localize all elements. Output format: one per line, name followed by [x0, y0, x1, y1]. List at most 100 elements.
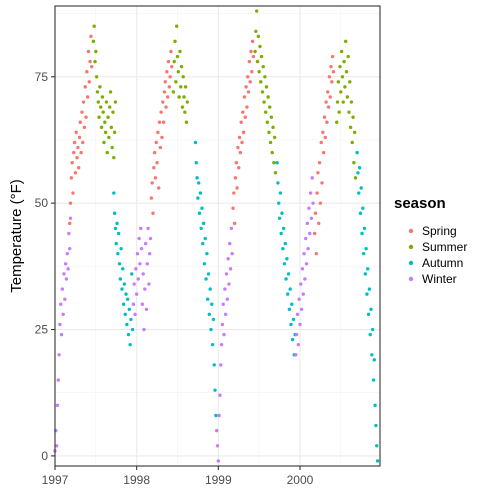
data-point: [280, 211, 284, 215]
data-point: [116, 231, 121, 236]
data-point: [71, 191, 75, 195]
data-point: [372, 358, 376, 362]
data-point: [361, 206, 365, 210]
data-point: [246, 90, 251, 94]
data-point: [357, 166, 362, 170]
y-tick-label: 25: [35, 323, 49, 337]
data-point: [272, 135, 277, 140]
data-point: [237, 166, 241, 170]
data-point: [267, 130, 271, 135]
data-point: [299, 282, 303, 286]
data-point: [77, 135, 82, 140]
data-point: [326, 105, 331, 109]
data-point: [331, 70, 336, 74]
series-autumn: [112, 140, 380, 463]
data-point: [272, 161, 276, 165]
data-point: [59, 332, 64, 337]
data-point: [339, 90, 343, 94]
data-point: [176, 70, 180, 74]
data-point: [101, 110, 105, 114]
legend: season Spring Summer Autumn Winter: [394, 195, 467, 286]
data-point: [193, 140, 198, 145]
data-point: [311, 201, 315, 205]
data-point: [285, 257, 289, 261]
data-point: [281, 226, 286, 231]
data-point: [215, 444, 220, 448]
legend-label: Autumn: [422, 256, 463, 270]
data-point: [347, 110, 351, 114]
data-point: [324, 100, 328, 104]
data-point: [174, 80, 178, 84]
data-point: [303, 236, 308, 241]
data-point: [236, 145, 240, 150]
data-point: [349, 100, 354, 104]
data-point: [220, 322, 225, 327]
data-point: [343, 85, 347, 89]
data-point: [124, 292, 128, 296]
x-tick-label: 1999: [205, 473, 232, 487]
data-point: [295, 332, 299, 337]
data-point: [116, 251, 120, 256]
data-point: [58, 322, 62, 327]
data-point: [143, 241, 148, 246]
data-point: [75, 155, 79, 160]
data-point: [240, 140, 244, 145]
data-point: [306, 246, 310, 251]
data-point: [268, 105, 272, 109]
legend-item-autumn: Autumn: [408, 256, 463, 270]
data-point: [352, 130, 357, 135]
data-point: [359, 186, 363, 190]
data-point: [61, 312, 65, 317]
data-point: [102, 140, 106, 145]
data-point: [139, 246, 144, 251]
data-point: [203, 236, 207, 241]
data-point: [367, 287, 372, 291]
data-point: [294, 353, 298, 357]
data-point: [277, 201, 281, 205]
data-point: [300, 267, 305, 271]
data-point: [242, 95, 247, 99]
data-point: [181, 75, 185, 79]
data-point: [286, 292, 290, 296]
data-point: [165, 95, 170, 99]
data-point: [76, 145, 80, 150]
data-point: [214, 428, 219, 433]
data-point: [253, 49, 257, 54]
data-point: [121, 302, 126, 306]
data-point: [210, 342, 215, 347]
data-point: [241, 130, 246, 135]
data-point: [290, 337, 295, 342]
data-point: [276, 181, 280, 185]
legend-item-summer: Summer: [408, 240, 467, 254]
data-point: [261, 64, 265, 69]
data-point: [211, 317, 216, 322]
data-point: [374, 423, 378, 428]
data-point: [130, 327, 135, 332]
data-point: [223, 287, 227, 291]
data-point: [214, 413, 218, 418]
data-point: [308, 191, 313, 195]
data-point: [110, 145, 114, 150]
data-point: [316, 171, 320, 175]
data-point: [228, 241, 232, 246]
data-point: [375, 444, 379, 448]
data-point: [338, 64, 342, 69]
data-point: [234, 161, 238, 165]
data-point: [302, 251, 306, 256]
data-point: [307, 206, 311, 210]
data-point: [328, 95, 332, 99]
data-point: [180, 105, 185, 109]
data-point: [87, 80, 92, 84]
data-point: [95, 90, 100, 94]
data-point: [371, 378, 376, 382]
data-point: [340, 75, 345, 79]
data-point: [161, 100, 165, 104]
data-point: [358, 211, 363, 215]
legend-swatch: [408, 260, 414, 266]
data-point: [210, 302, 214, 306]
data-point: [263, 110, 268, 114]
data-point: [217, 413, 221, 418]
data-point: [337, 110, 341, 114]
data-point: [344, 70, 349, 74]
y-tick-label: 0: [41, 449, 48, 463]
